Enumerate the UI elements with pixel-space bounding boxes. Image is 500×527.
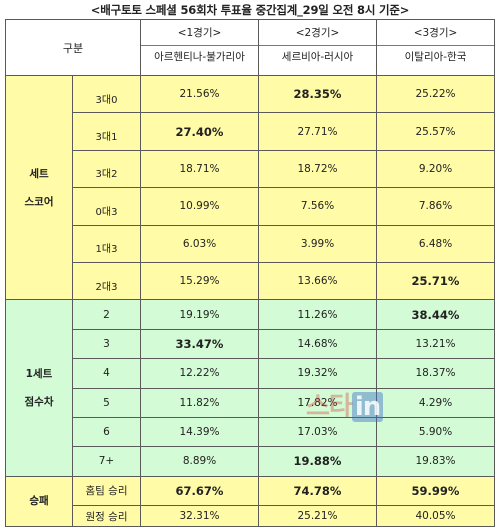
game-number: <2경기> (295, 27, 340, 39)
vote-rate-cell: 28.35% (258, 74, 377, 114)
vote-rate-cell: 6.48% (376, 224, 495, 263)
row-label: 3 (72, 328, 141, 360)
section-label-line: 스코어 (24, 195, 54, 208)
game-header-1: <1경기> 아르헨티나-불가리아 (140, 19, 259, 76)
row-label: 3대1 (72, 112, 141, 151)
vote-rate-cell: 5.90% (376, 416, 495, 448)
section-label-line: 점수차 (24, 396, 54, 409)
row-label: 2 (72, 299, 141, 330)
watermark-logo: 스타 in (306, 386, 384, 423)
table-row: 7+ 8.89% 19.88% 19.83% (6, 446, 495, 477)
vote-rate-cell: 9.20% (376, 149, 495, 189)
vote-rate-cell: 11.82% (140, 387, 259, 418)
vote-rate-cell: 67.67% (140, 475, 259, 507)
vote-rate-cell: 25.57% (376, 112, 495, 151)
page-title: <배구토토 스페셜 56회차 투표율 중간집계_29일 오전 8시 기준> (90, 3, 410, 17)
vote-rate-cell: 18.72% (258, 149, 377, 189)
game-header-2: <2경기> 세르비아-러시아 (258, 19, 377, 76)
table-row: 세트 스코어 3대0 21.56% 28.35% 25.22% (5, 74, 495, 301)
watermark-badge: in (351, 392, 384, 422)
row-label: 6 (72, 416, 141, 448)
row-label: 5 (72, 387, 141, 418)
vote-rate-cell: 32.31% (140, 505, 259, 527)
vote-rate-cell: 38.44% (376, 299, 495, 330)
vote-rate-cell: 27.71% (258, 112, 377, 151)
win-loss-section-label: 승패 (5, 475, 73, 527)
section-label-line: 1세트 (25, 368, 53, 381)
vote-rate-cell: 21.56% (140, 74, 259, 114)
row-label: 2대3 (72, 261, 141, 301)
table-row: 3대1 27.40% 27.71% 25.57% (6, 112, 495, 151)
vote-rate-cell: 15.29% (140, 261, 259, 301)
table-row: 3대2 18.71% 18.72% 9.20% (6, 149, 495, 189)
row-label: 1대3 (72, 224, 141, 263)
table-row: 3 33.47% 14.68% 13.21% (6, 328, 495, 360)
vote-rate-cell: 18.71% (140, 149, 259, 189)
vote-rate-cell: 19.88% (258, 446, 377, 477)
table-row: 승패 홈팀 승리 67.67% 74.78% 59.99% (5, 475, 495, 527)
vote-rate-cell: 8.89% (140, 446, 259, 477)
game-number: <3경기> (413, 27, 458, 39)
vote-rate-cell: 74.78% (258, 475, 377, 507)
vote-rate-cell: 12.22% (140, 358, 259, 389)
vote-rate-cell: 7.86% (376, 187, 495, 226)
vote-rate-cell: 18.37% (376, 358, 495, 389)
table-row: 6 14.39% 17.03% 5.90% (6, 416, 495, 448)
vote-rate-cell: 14.39% (140, 416, 259, 448)
vote-rate-cell: 11.26% (258, 299, 377, 330)
vote-rate-cell: 25.21% (258, 505, 377, 527)
row-label: 3대0 (72, 74, 141, 114)
category-header: 구분 (5, 19, 141, 76)
vote-rate-cell: 19.19% (140, 299, 259, 330)
row-label: 원정 승리 (72, 505, 141, 527)
table-row: 4 12.22% 19.32% 18.37% (6, 358, 495, 389)
vote-rate-cell: 25.22% (376, 74, 495, 114)
header-row: 구분 <1경기> 아르헨티나-불가리아 <2경기> 세르비아-러시아 <3경기>… (5, 19, 495, 76)
row-label: 0대3 (72, 187, 141, 226)
table-row: 1대3 6.03% 3.99% 6.48% (6, 224, 495, 263)
vote-rate-table: 구분 <1경기> 아르헨티나-불가리아 <2경기> 세르비아-러시아 <3경기>… (5, 19, 495, 527)
vote-rate-cell: 7.56% (258, 187, 377, 226)
vote-rate-cell: 13.66% (258, 261, 377, 301)
watermark-text: 스타 (306, 392, 353, 422)
vote-rate-cell: 59.99% (376, 475, 495, 507)
vote-rate-cell: 17.82% (258, 387, 377, 418)
vote-rate-cell: 4.29% (376, 387, 495, 418)
vote-rate-cell: 27.40% (140, 112, 259, 151)
vote-rate-cell: 25.71% (376, 261, 495, 301)
vote-rate-cell: 13.21% (376, 328, 495, 360)
vote-rate-cell: 40.05% (376, 505, 495, 527)
vote-rate-cell: 19.32% (258, 358, 377, 389)
vote-rate-cell: 33.47% (140, 328, 259, 360)
vote-rate-cell: 19.83% (376, 446, 495, 477)
table-row: 0대3 10.99% 7.56% 7.86% (6, 187, 495, 226)
vote-rate-cell: 10.99% (140, 187, 259, 226)
row-label: 홈팀 승리 (72, 475, 141, 507)
vote-rate-cell: 6.03% (140, 224, 259, 263)
vote-rate-cell: 14.68% (258, 328, 377, 360)
game-teams: 세르비아-러시아 (259, 45, 376, 69)
game-teams: 아르헨티나-불가리아 (141, 45, 258, 69)
section-label-line: 세트 (29, 167, 49, 180)
row-label: 7+ (72, 446, 141, 477)
section-label-line: 승패 (29, 495, 49, 508)
row-label: 4 (72, 358, 141, 389)
table-row: 2대3 15.29% 13.66% 25.71% (6, 261, 495, 301)
row-label: 3대2 (72, 149, 141, 189)
game-number: <1경기> (177, 27, 222, 39)
table-row: 5 11.82% 17.82% 4.29% (6, 387, 495, 418)
table-row: 1세트 점수차 2 19.19% 11.26% 38.44% (5, 299, 495, 477)
vote-rate-cell: 3.99% (258, 224, 377, 263)
table-row: 원정 승리 32.31% 25.21% 40.05% (6, 505, 495, 527)
game-teams: 이탈리아-한국 (377, 45, 494, 69)
game-header-3: <3경기> 이탈리아-한국 (376, 19, 495, 76)
